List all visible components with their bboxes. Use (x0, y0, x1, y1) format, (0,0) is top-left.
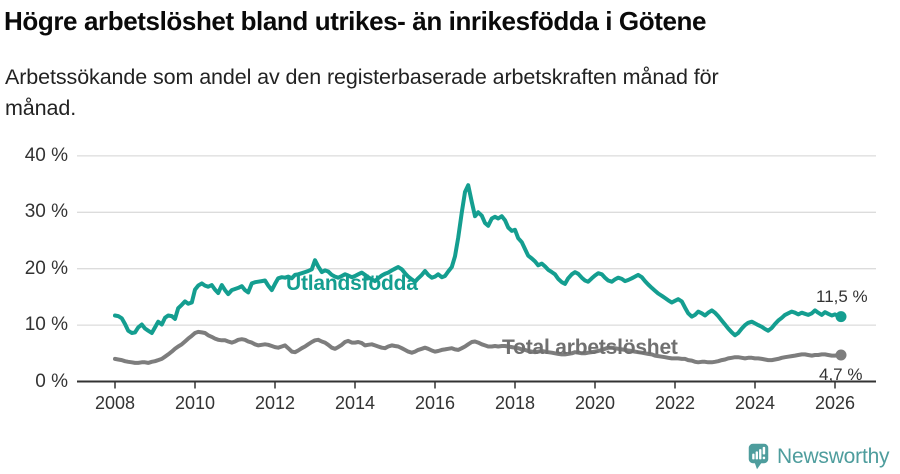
y-axis-label-20: 20 % (24, 257, 68, 279)
y-axis-label-0: 0 % (35, 370, 68, 392)
x-axis-label-2008: 2008 (94, 393, 136, 413)
series-label-total-arbetsloshet: Total arbetslöshet (502, 336, 678, 359)
y-axis-label-10: 10 % (24, 314, 68, 336)
y-axis-label-30: 30 % (24, 201, 68, 223)
series-line-utlandsfodda (113, 183, 843, 338)
series-line-total-arbetsloshet (113, 329, 843, 365)
y-axis-label-40: 40 % (24, 144, 68, 166)
x-axis-label-2012: 2012 (254, 393, 296, 413)
x-axis-label-2020: 2020 (574, 393, 616, 413)
end-dot-utlandsfodda (835, 311, 847, 323)
x-axis-label-2022: 2022 (654, 393, 696, 413)
newsworthy-logo: Newsworthy (748, 441, 898, 471)
page-title: Högre arbetslöshet bland utrikes- än inr… (4, 6, 707, 36)
chart-subtitle-line2: månad. (5, 96, 77, 120)
chart-subtitle-line1: Arbetssökande som andel av den registerb… (5, 65, 719, 89)
x-axis-label-2018: 2018 (494, 393, 536, 413)
end-dot-total-arbetsloshet (835, 349, 847, 361)
newsworthy-pin-barchart-icon (748, 443, 769, 469)
newsworthy-brand-text: Newsworthy (777, 444, 890, 468)
end-value-label-utlandsfodda: 11,5 % (816, 287, 868, 306)
x-axis-label-2026: 2026 (814, 393, 856, 413)
x-axis-label-2016: 2016 (414, 393, 456, 413)
series-label-utlandsfodda: Utlandsfödda (286, 272, 418, 295)
x-axis-label-2010: 2010 (174, 393, 216, 413)
x-axis-label-2024: 2024 (734, 393, 776, 413)
x-axis-label-2014: 2014 (334, 393, 376, 413)
end-value-label-total-arbetsloshet: 4,7 % (819, 365, 863, 384)
